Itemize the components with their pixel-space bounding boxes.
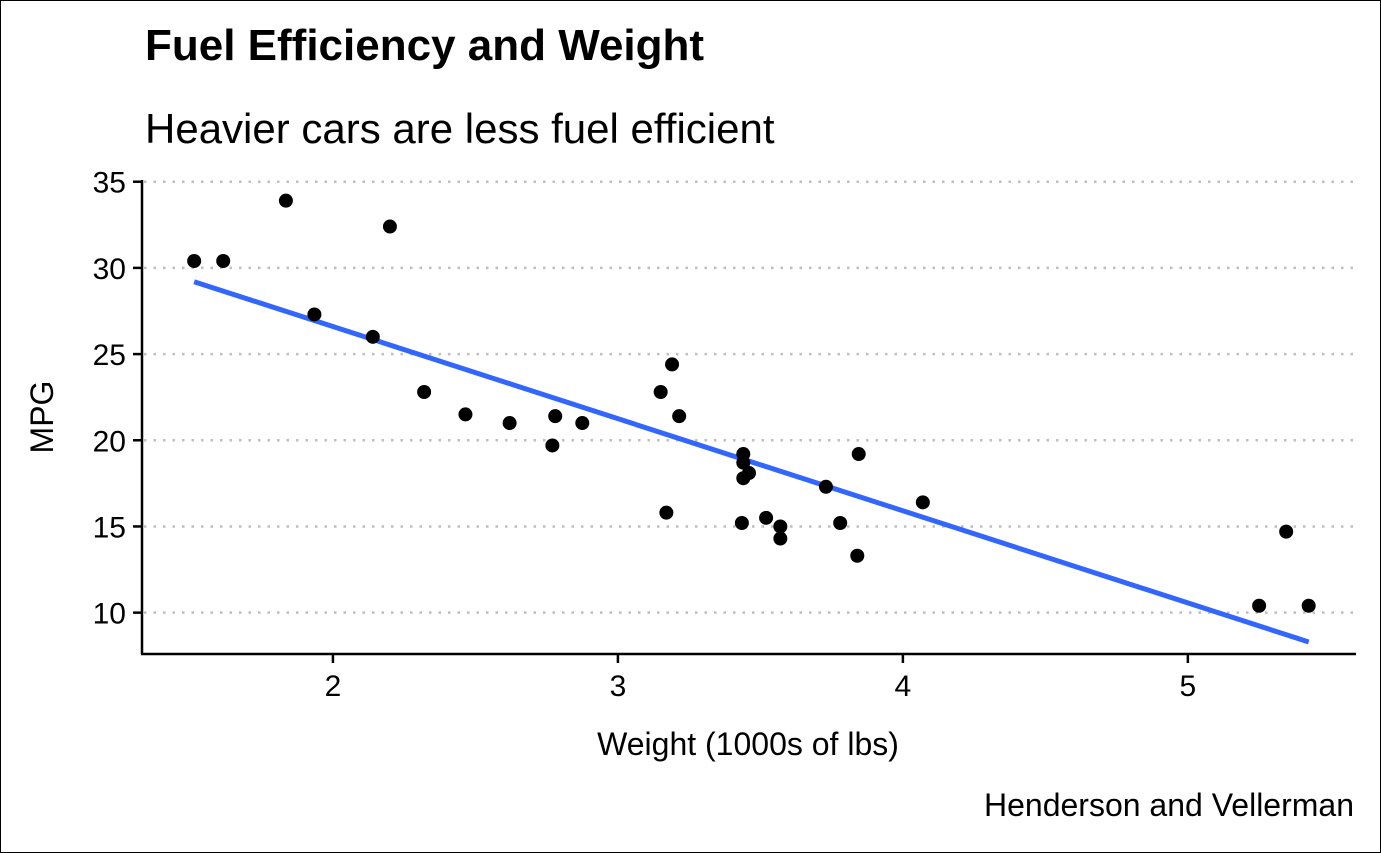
y-tick-label: 30 — [93, 253, 126, 286]
data-point — [653, 385, 668, 400]
x-ticks: 2 3 4 5 — [325, 654, 1197, 703]
axes — [140, 180, 1356, 656]
y-tick-label: 25 — [93, 339, 126, 372]
data-point — [575, 416, 590, 431]
data-point — [548, 409, 563, 424]
y-ticks: 10 15 20 25 30 35 — [93, 167, 142, 631]
data-point — [382, 219, 397, 234]
data-point — [773, 531, 788, 546]
data-point — [278, 193, 293, 208]
data-point — [672, 409, 687, 424]
y-tick-label: 20 — [93, 425, 126, 458]
y-tick-label: 15 — [93, 511, 126, 544]
data-point — [659, 505, 674, 520]
gridlines — [144, 180, 1356, 614]
data-point — [665, 357, 680, 372]
data-point — [818, 479, 833, 494]
data-point — [736, 447, 751, 462]
data-point — [851, 447, 866, 462]
data-point — [187, 254, 202, 269]
data-point — [458, 407, 473, 422]
x-tick-label: 3 — [610, 670, 627, 703]
y-tick-label: 10 — [93, 598, 126, 631]
data-point — [216, 254, 231, 269]
data-point — [734, 516, 749, 531]
x-axis-label: Weight (1000s of lbs) — [597, 726, 899, 762]
data-point — [759, 510, 774, 525]
chart-subtitle: Heavier cars are less fuel efficient — [145, 105, 775, 152]
data-point — [502, 416, 517, 431]
data-point — [1252, 598, 1267, 613]
data-point — [365, 329, 380, 344]
data-points — [187, 193, 1316, 613]
data-point — [915, 495, 930, 510]
data-point — [736, 471, 751, 486]
data-point — [545, 438, 560, 453]
data-point — [1301, 598, 1316, 613]
y-tick-label: 35 — [93, 167, 126, 200]
data-point — [850, 548, 865, 563]
data-point — [833, 516, 848, 531]
chart-title: Fuel Efficiency and Weight — [145, 21, 705, 70]
trend-line-group — [193, 279, 1310, 645]
data-point — [773, 519, 788, 534]
data-point — [1279, 524, 1294, 539]
data-point — [307, 307, 322, 322]
y-axis-label: MPG — [24, 381, 60, 454]
x-tick-label: 2 — [325, 670, 342, 703]
chart-caption: Henderson and Vellerman — [983, 787, 1354, 823]
data-point — [417, 385, 432, 400]
trend-line — [193, 279, 1310, 645]
x-tick-label: 5 — [1180, 670, 1197, 703]
x-tick-label: 4 — [895, 670, 912, 703]
